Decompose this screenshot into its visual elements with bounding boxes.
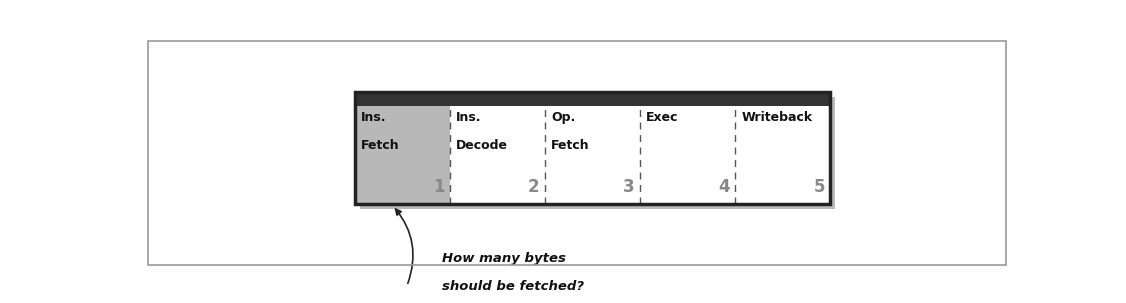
- Bar: [735, 92, 830, 204]
- Bar: [640, 92, 735, 204]
- Text: 2: 2: [528, 178, 539, 196]
- Text: Writeback: Writeback: [741, 111, 812, 124]
- Text: Exec: Exec: [646, 111, 679, 124]
- Text: Fetch: Fetch: [360, 139, 400, 152]
- Bar: [735, 92, 830, 106]
- Text: 1: 1: [432, 178, 445, 196]
- Text: How many bytes: How many bytes: [441, 251, 565, 265]
- Text: Op.: Op.: [551, 111, 575, 124]
- Text: should be fetched?: should be fetched?: [441, 279, 583, 292]
- Text: Decode: Decode: [456, 139, 508, 152]
- Text: 4: 4: [718, 178, 730, 196]
- Text: 5: 5: [813, 178, 825, 196]
- Bar: [449, 92, 545, 106]
- Bar: [640, 92, 735, 106]
- Bar: [545, 92, 640, 106]
- Text: Fetch: Fetch: [551, 139, 590, 152]
- Text: Ins.: Ins.: [360, 111, 386, 124]
- Bar: [360, 98, 835, 209]
- Text: 3: 3: [623, 178, 635, 196]
- Bar: [449, 92, 545, 204]
- Bar: [545, 92, 640, 204]
- Bar: [355, 92, 449, 204]
- Text: Ins.: Ins.: [456, 111, 481, 124]
- Bar: [355, 92, 449, 106]
- Bar: [355, 92, 830, 204]
